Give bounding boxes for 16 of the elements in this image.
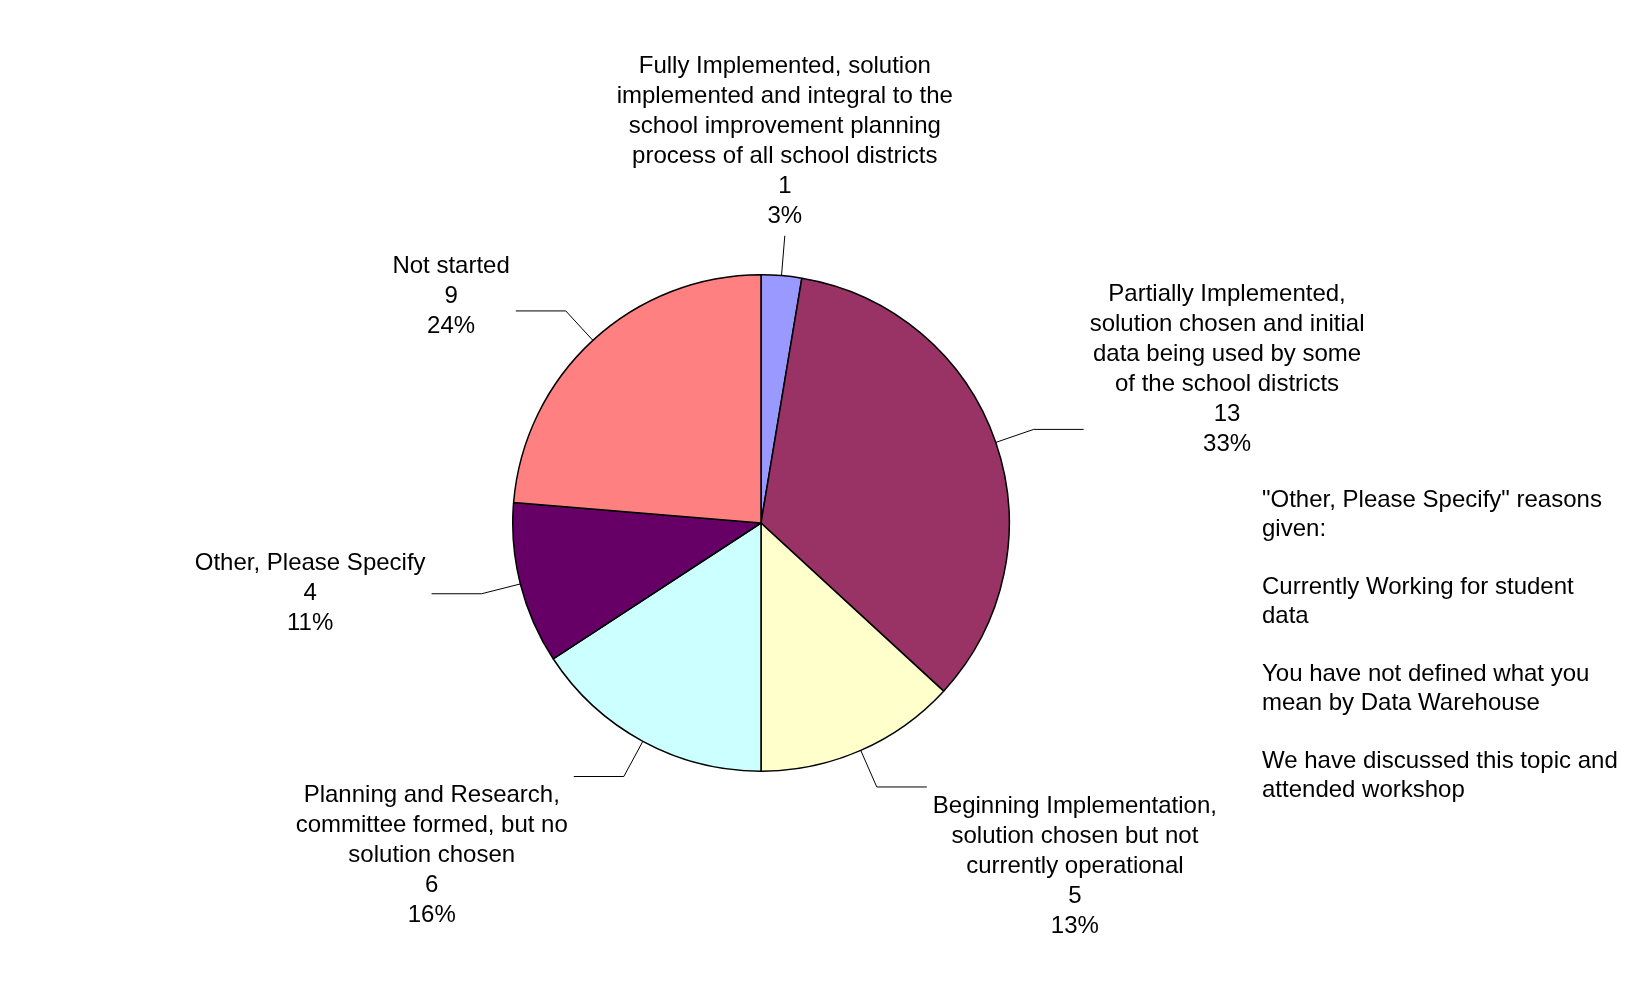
slice-label: Partially Implemented, solution chosen and initial data being used by some of the school districts [1089,279,1365,397]
slice-label: Beginning Implementation, solution chosen but not currently operational [932,790,1217,878]
slice-label: Not started [392,250,510,278]
data-label: 1 3% [767,171,803,229]
data-label: 13 33% [1203,399,1252,457]
slice-label: Fully Implemented, solution implemented and integral to the school improvement planning process of all school districts [616,51,953,169]
data-label: 9 24% [427,280,476,338]
slice-label: Planning and Research, committee formed, but no solution chosen [295,780,568,868]
text: "Other, Please Specify" reasons given: [1262,484,1603,542]
data-label: 5 13% [1050,880,1099,938]
slice-label: Other, Please Specify [194,548,426,576]
text: Currently Working for student data [1262,571,1575,629]
data-label: 4 11% [287,578,334,636]
text: You have not defined what you mean by Data Warehouse [1262,658,1591,716]
data-label: 6 16% [407,870,456,928]
text: We have discussed this topic and attended workshop [1262,745,1619,803]
